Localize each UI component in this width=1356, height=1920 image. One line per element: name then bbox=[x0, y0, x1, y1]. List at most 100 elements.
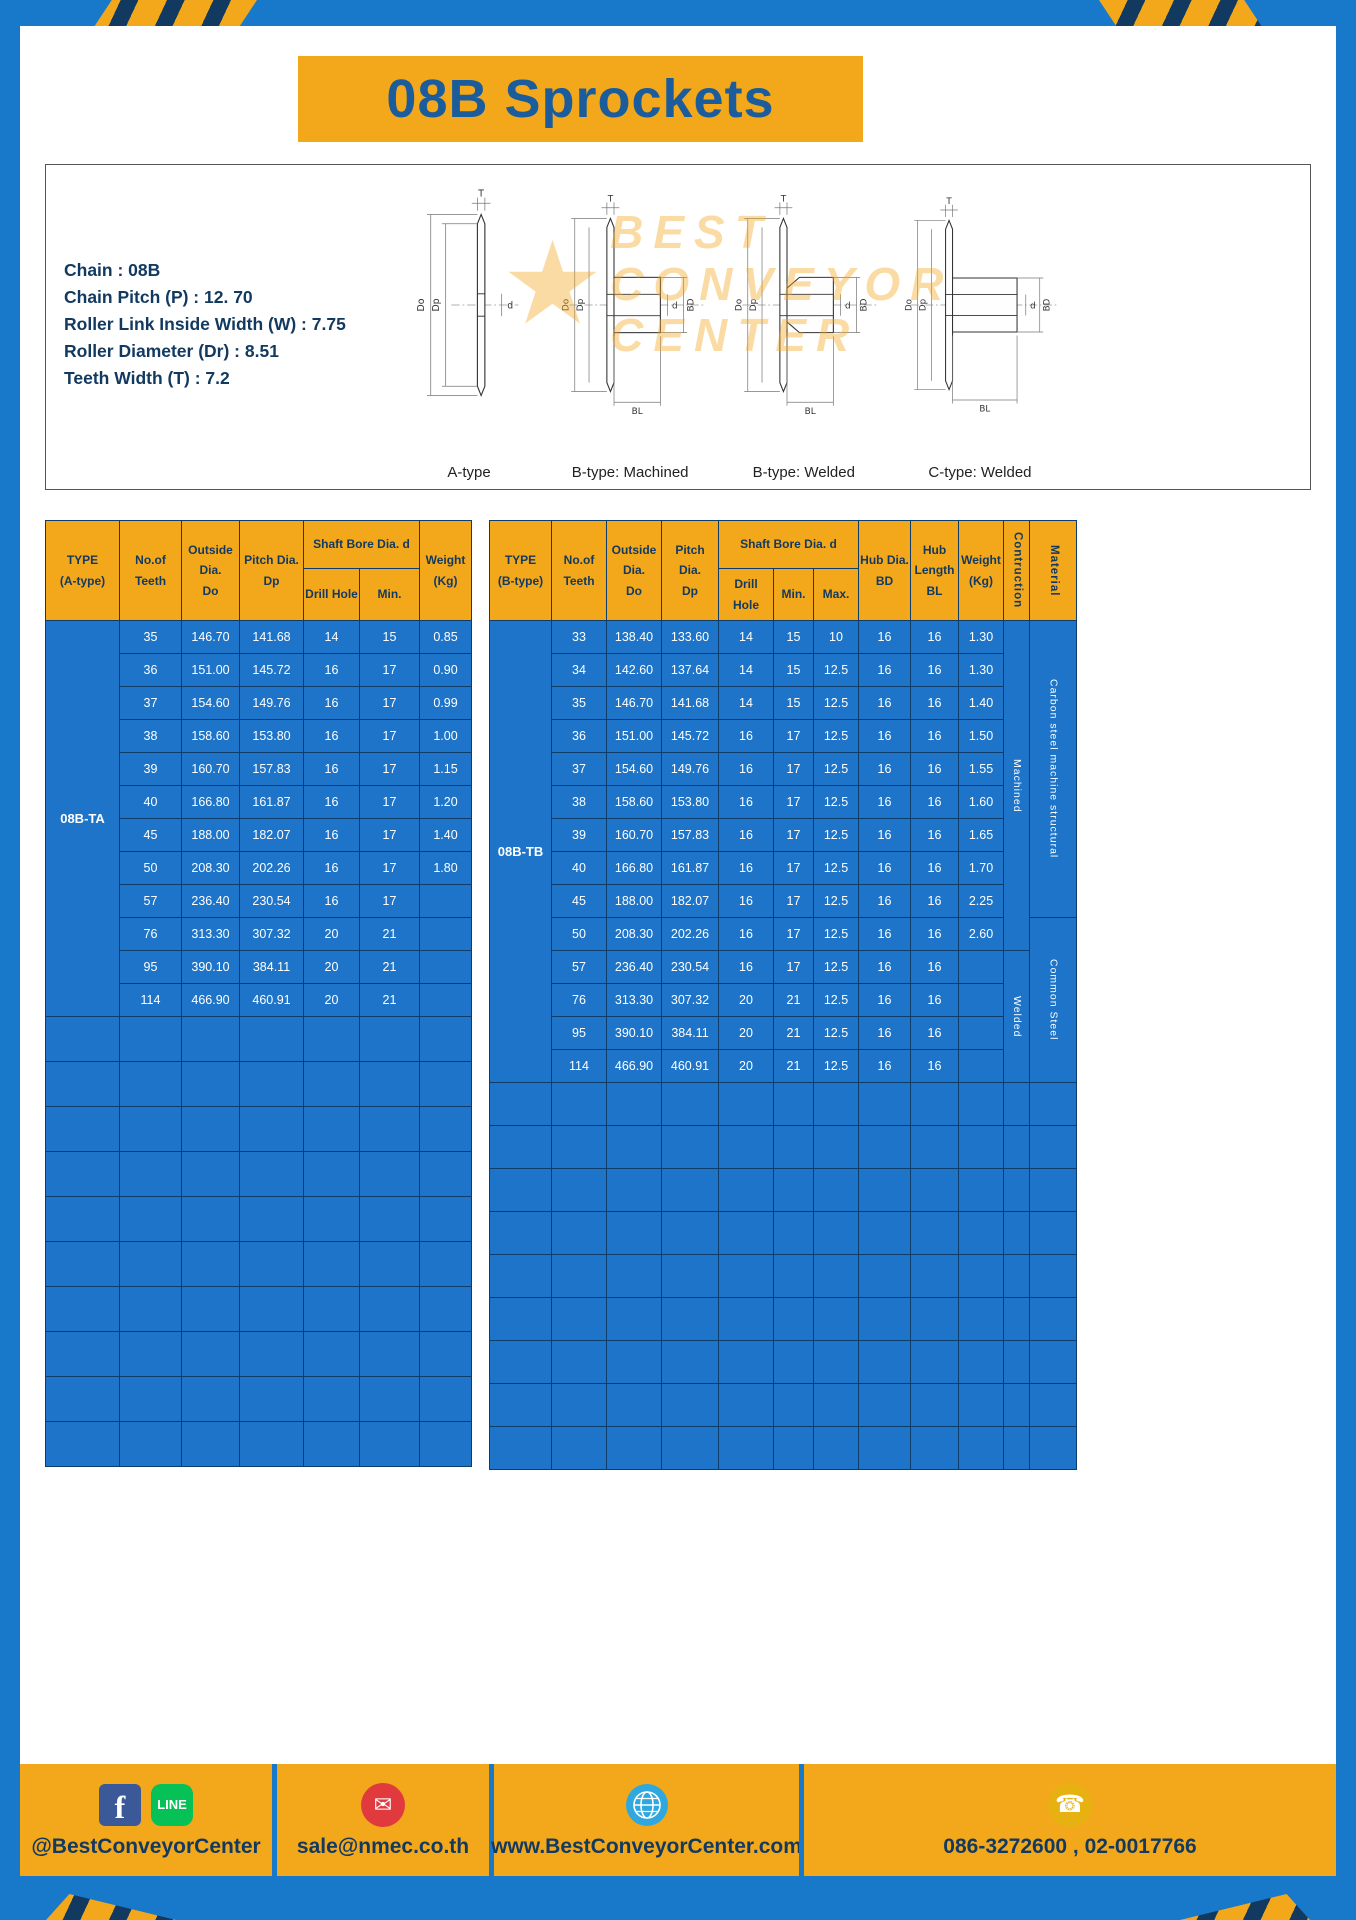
empty-cell bbox=[119, 1421, 182, 1467]
table-cell: 17 bbox=[773, 917, 814, 951]
table-cell: 36 bbox=[119, 653, 182, 687]
dim-label: Dp bbox=[575, 298, 585, 311]
empty-cell bbox=[303, 1196, 360, 1242]
table-cell: 21 bbox=[359, 983, 420, 1017]
table-cell: 16 bbox=[858, 686, 911, 720]
table-cell: 161.87 bbox=[661, 851, 719, 885]
empty-table-row bbox=[489, 1426, 1077, 1470]
table-cell: 57 bbox=[119, 884, 182, 918]
hazard-stripe-top-left bbox=[92, 0, 257, 30]
table-cell: 153.80 bbox=[661, 785, 719, 819]
table-cell: 390.10 bbox=[606, 1016, 662, 1050]
table-cell: 21 bbox=[773, 983, 814, 1017]
empty-cell bbox=[1003, 1383, 1030, 1427]
table-cell: 16 bbox=[303, 818, 360, 852]
empty-cell bbox=[239, 1241, 304, 1287]
empty-cell bbox=[813, 1082, 859, 1126]
col-header-shaft-bore: Shaft Bore Dia. d bbox=[303, 520, 420, 569]
table-cell bbox=[958, 1049, 1004, 1083]
table-cell bbox=[419, 983, 472, 1017]
table-cell: 188.00 bbox=[181, 818, 240, 852]
table-cell: 12.5 bbox=[813, 983, 859, 1017]
col-header-pitch-dia: Pitch Dia. Dp bbox=[661, 520, 719, 621]
empty-cell bbox=[958, 1254, 1004, 1298]
footer-email: sale@nmec.co.th bbox=[296, 1834, 470, 1858]
table-cell: 15 bbox=[359, 620, 420, 654]
table-cell: 16 bbox=[858, 1016, 911, 1050]
footer-section-phone: ☎ 086-3272600 , 02-0017766 bbox=[804, 1764, 1336, 1876]
table-cell: 12.5 bbox=[813, 851, 859, 885]
table-cell: 21 bbox=[773, 1049, 814, 1083]
empty-cell bbox=[551, 1082, 607, 1126]
col-header-type: TYPE (B-type) bbox=[489, 520, 552, 621]
col-header-hub-dia: Hub Dia. BD bbox=[858, 520, 911, 621]
table-cell: 12.5 bbox=[813, 785, 859, 819]
table-cell: 17 bbox=[359, 851, 420, 885]
table-cell: 145.72 bbox=[661, 719, 719, 753]
empty-cell bbox=[958, 1297, 1004, 1341]
table-row: 36 151.00 145.72 16 17 12.5 16 16 1.50 bbox=[490, 719, 1077, 753]
col-header-material: Material bbox=[1029, 520, 1077, 621]
empty-table-row bbox=[489, 1254, 1077, 1298]
table-cell: 16 bbox=[718, 884, 774, 918]
empty-table-row bbox=[489, 1211, 1077, 1255]
empty-cell bbox=[910, 1125, 959, 1169]
empty-cell bbox=[773, 1297, 814, 1341]
empty-cell bbox=[813, 1254, 859, 1298]
col-header-weight: Weight (Kg) bbox=[419, 520, 472, 621]
empty-cell bbox=[1029, 1125, 1077, 1169]
globe-icon bbox=[625, 1783, 668, 1826]
empty-cell bbox=[606, 1426, 662, 1470]
empty-cell bbox=[489, 1125, 552, 1169]
drawing-figure-b-type-machined: T Do Dp d bbox=[548, 175, 713, 483]
table-cell: 160.70 bbox=[606, 818, 662, 852]
empty-cell bbox=[858, 1168, 911, 1212]
empty-cell bbox=[45, 1016, 120, 1062]
empty-cell bbox=[813, 1383, 859, 1427]
empty-cell bbox=[1003, 1254, 1030, 1298]
table-cell: 20 bbox=[303, 917, 360, 951]
empty-cell bbox=[489, 1383, 552, 1427]
empty-cell bbox=[489, 1082, 552, 1126]
table-cell: 146.70 bbox=[606, 686, 662, 720]
table-cell: 17 bbox=[773, 785, 814, 819]
empty-cell bbox=[661, 1340, 719, 1384]
table-cell: 1.55 bbox=[958, 752, 1004, 786]
empty-cell bbox=[661, 1211, 719, 1255]
empty-cell bbox=[958, 1082, 1004, 1126]
drawing-caption: A-type bbox=[447, 464, 491, 481]
table-cell: 16 bbox=[858, 752, 911, 786]
sprocket-section-a-type: T Do Dp d bbox=[416, 189, 519, 398]
empty-cell bbox=[958, 1168, 1004, 1212]
table-row: 38 158.60 153.80 16 17 12.5 16 16 1.60 bbox=[490, 785, 1077, 819]
table-cell: 12.5 bbox=[813, 884, 859, 918]
empty-cell bbox=[1003, 1168, 1030, 1212]
table-cell: 12.5 bbox=[813, 653, 859, 687]
table-row: 08B-TB 33 138.40 133.60 14 15 10 16 16 1.30 Machin… bbox=[489, 620, 1077, 1083]
hub bbox=[786, 276, 835, 334]
col-header-min: Min. bbox=[773, 568, 814, 621]
table-cell: 466.90 bbox=[606, 1049, 662, 1083]
table-cell: 2.25 bbox=[958, 884, 1004, 918]
dim-label: T bbox=[780, 195, 787, 205]
table-cell: 16 bbox=[910, 620, 959, 654]
empty-cell bbox=[958, 1340, 1004, 1384]
empty-cell bbox=[119, 1286, 182, 1332]
empty-cell bbox=[45, 1106, 120, 1152]
empty-cell bbox=[359, 1286, 420, 1332]
empty-cell bbox=[858, 1340, 911, 1384]
empty-cell bbox=[773, 1340, 814, 1384]
table-cell: 17 bbox=[359, 653, 420, 687]
empty-cell bbox=[419, 1376, 472, 1422]
dim-label: Dp bbox=[918, 298, 928, 311]
col-header-outside-dia: Outside Dia. Do bbox=[181, 520, 240, 621]
empty-cell bbox=[606, 1297, 662, 1341]
spec-line-teeth-width: Teeth Width (T) : 7.2 bbox=[64, 368, 230, 388]
dim-label: BL bbox=[805, 407, 816, 417]
empty-cell bbox=[181, 1016, 240, 1062]
table-cell: 17 bbox=[359, 818, 420, 852]
table-cell: 12.5 bbox=[813, 719, 859, 753]
empty-table-row bbox=[45, 1061, 472, 1107]
table-cell: 17 bbox=[773, 851, 814, 885]
table-cell: 17 bbox=[359, 752, 420, 786]
